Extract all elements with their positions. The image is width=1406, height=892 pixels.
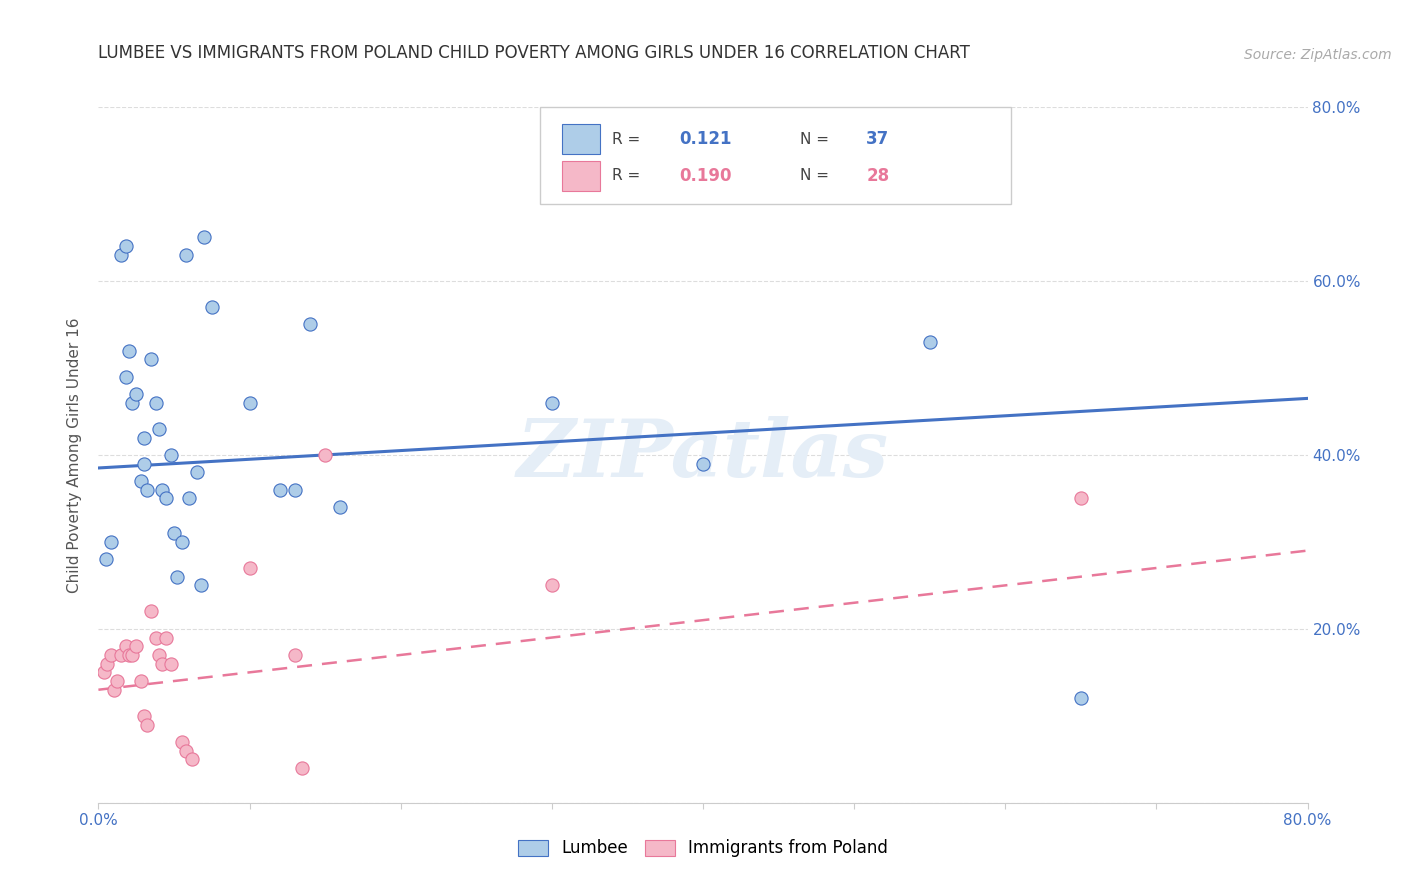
Text: 0.121: 0.121	[679, 130, 731, 148]
Point	[141, 352, 163, 367]
Point	[148, 422, 170, 436]
Point	[132, 457, 155, 471]
Legend: Lumbee, Immigrants from Poland: Lumbee, Immigrants from Poland	[512, 833, 894, 864]
Point	[141, 605, 163, 619]
Point	[94, 552, 117, 566]
Point	[150, 483, 173, 497]
Point	[201, 300, 224, 314]
Text: ZIPatlas: ZIPatlas	[517, 417, 889, 493]
Point	[121, 396, 143, 410]
Point	[148, 648, 170, 662]
Point	[1070, 691, 1092, 706]
Point	[145, 631, 167, 645]
Point	[291, 761, 314, 775]
Point	[155, 491, 177, 506]
Point	[284, 483, 307, 497]
Point	[121, 648, 143, 662]
Point	[170, 534, 193, 549]
Point	[284, 648, 307, 662]
Point	[163, 526, 186, 541]
Point	[114, 239, 136, 253]
Point	[150, 657, 173, 671]
Point	[110, 248, 132, 262]
Point	[190, 578, 212, 592]
Point	[100, 534, 122, 549]
Point	[132, 431, 155, 445]
Point	[145, 396, 167, 410]
Point	[166, 570, 188, 584]
Point	[118, 648, 141, 662]
Point	[132, 708, 155, 723]
Point	[540, 578, 562, 592]
Text: Source: ZipAtlas.com: Source: ZipAtlas.com	[1244, 48, 1392, 62]
Point	[160, 448, 183, 462]
Point	[179, 491, 201, 506]
Bar	[561, 124, 600, 153]
Text: N =: N =	[800, 169, 828, 184]
Point	[174, 248, 197, 262]
Point	[1070, 491, 1092, 506]
Point	[118, 343, 141, 358]
Point	[129, 674, 152, 689]
Text: 0.190: 0.190	[679, 167, 731, 185]
Point	[105, 674, 128, 689]
Point	[239, 561, 262, 575]
Point	[135, 483, 157, 497]
Point	[114, 369, 136, 384]
Point	[174, 744, 197, 758]
Point	[692, 457, 714, 471]
Point	[129, 474, 152, 488]
Point	[110, 648, 132, 662]
Y-axis label: Child Poverty Among Girls Under 16: Child Poverty Among Girls Under 16	[67, 318, 83, 592]
Point	[103, 682, 125, 697]
Text: R =: R =	[613, 131, 641, 146]
Point	[329, 500, 352, 514]
Point	[125, 639, 148, 653]
Point	[96, 657, 118, 671]
Point	[93, 665, 115, 680]
Point	[114, 639, 136, 653]
Text: N =: N =	[800, 131, 828, 146]
Point	[125, 387, 148, 401]
Text: 28: 28	[866, 167, 890, 185]
Point	[181, 752, 204, 766]
Point	[186, 466, 208, 480]
Point	[208, 65, 231, 79]
Point	[299, 318, 322, 332]
Text: R =: R =	[613, 169, 641, 184]
Point	[100, 648, 122, 662]
Text: 37: 37	[866, 130, 890, 148]
Point	[239, 396, 262, 410]
Point	[135, 717, 157, 731]
Bar	[561, 161, 600, 191]
Point	[155, 631, 177, 645]
FancyBboxPatch shape	[540, 107, 1011, 204]
Point	[540, 396, 562, 410]
Point	[314, 448, 336, 462]
Point	[193, 230, 215, 244]
Point	[918, 334, 941, 349]
Point	[170, 735, 193, 749]
Point	[160, 657, 183, 671]
Text: LUMBEE VS IMMIGRANTS FROM POLAND CHILD POVERTY AMONG GIRLS UNDER 16 CORRELATION : LUMBEE VS IMMIGRANTS FROM POLAND CHILD P…	[98, 45, 970, 62]
Point	[269, 483, 291, 497]
